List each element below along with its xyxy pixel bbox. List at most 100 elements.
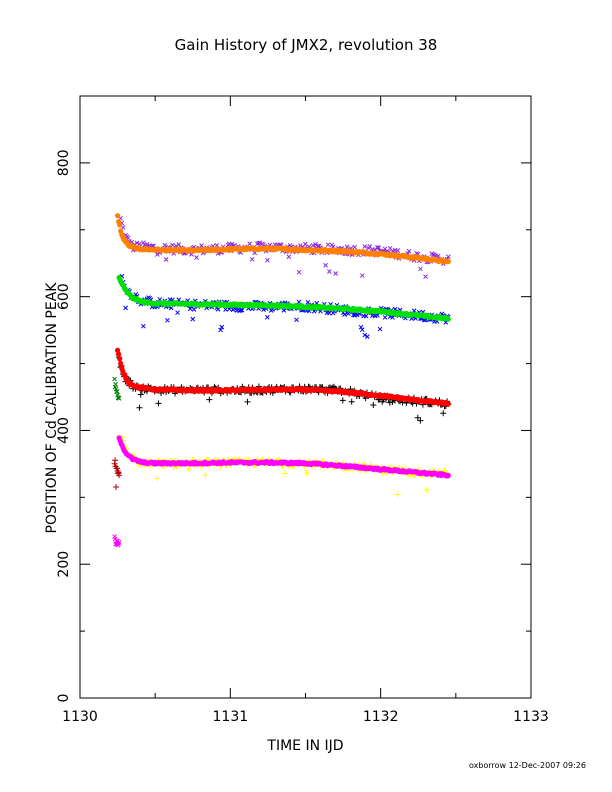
data-point (406, 248, 412, 254)
data-point (352, 244, 358, 250)
data-point (430, 252, 436, 257)
data-point (144, 242, 150, 247)
data-point (265, 257, 270, 263)
data-point (417, 417, 424, 424)
data-point (303, 469, 310, 476)
data-point (219, 324, 225, 330)
x-tick-label: 1133 (513, 709, 549, 725)
data-point (296, 269, 302, 275)
data-point (118, 360, 124, 367)
chart-title: Gain History of JMX2, revolution 38 (174, 36, 438, 54)
series-8 (112, 376, 122, 401)
data-point (249, 256, 255, 262)
data-point (440, 410, 447, 417)
data-point (445, 258, 451, 265)
data-point (238, 307, 244, 313)
data-point (163, 257, 169, 262)
data-point (114, 465, 121, 472)
data-point (333, 271, 339, 276)
data-point (423, 486, 430, 493)
x-axis-label: TIME IN IJD (267, 738, 344, 754)
data-point (223, 307, 228, 312)
data-point (116, 472, 123, 479)
data-point (286, 254, 292, 260)
data-point (394, 491, 401, 498)
data-point (364, 334, 370, 339)
data-point (358, 324, 364, 330)
data-point (134, 240, 140, 246)
data-point (310, 243, 316, 248)
data-point (323, 262, 328, 268)
y-tick-label: 400 (56, 417, 72, 444)
x-tick-label: 1130 (62, 709, 98, 725)
data-point (354, 312, 360, 318)
data-point (194, 255, 199, 260)
y-tick-label: 800 (56, 150, 72, 177)
data-point (256, 240, 261, 246)
data-point (165, 317, 170, 323)
data-point (247, 241, 253, 247)
data-point (359, 273, 365, 278)
data-point (162, 242, 168, 248)
data-point (175, 310, 180, 316)
data-point (112, 457, 119, 464)
data-point (389, 398, 396, 405)
data-point (382, 315, 388, 320)
data-point (218, 327, 223, 333)
data-point (137, 391, 144, 398)
y-tick-label: 0 (56, 694, 72, 703)
data-point (239, 307, 245, 313)
data-point (112, 376, 117, 382)
data-point (117, 222, 123, 228)
data-point (362, 244, 368, 249)
data-point (115, 469, 122, 476)
data-point (155, 400, 162, 407)
data-point (116, 351, 122, 357)
data-point (294, 317, 299, 323)
data-point (114, 388, 120, 394)
data-point (377, 326, 383, 332)
series-1 (114, 213, 451, 265)
x-tick-label: 1131 (213, 709, 249, 725)
data-point (302, 241, 308, 247)
data-point (261, 307, 266, 313)
data-point (375, 245, 380, 250)
data-point (154, 475, 161, 482)
series-5 (114, 347, 451, 407)
data-point (315, 243, 321, 249)
data-point (327, 310, 332, 316)
footer-stamp: oxborrow 12-Dec-2007 09:26 (469, 761, 586, 770)
data-point (116, 539, 122, 545)
data-point (445, 254, 451, 260)
data-point (154, 252, 160, 257)
data-point (348, 398, 355, 405)
data-point (344, 244, 350, 250)
data-point (362, 332, 368, 338)
data-point (229, 241, 235, 247)
series-3 (116, 275, 451, 322)
plot-frame (79, 95, 532, 699)
data-point (141, 240, 146, 246)
data-point (191, 306, 197, 312)
y-tick-label: 600 (56, 283, 72, 310)
data-point (141, 323, 146, 329)
data-point (111, 460, 118, 467)
data-point (325, 242, 331, 248)
y-tick-label: 200 (56, 551, 72, 578)
data-point (418, 266, 423, 272)
data-point (445, 472, 451, 479)
series-9 (111, 457, 123, 490)
data-point (123, 305, 129, 311)
series-10 (112, 534, 122, 548)
data-point (202, 472, 209, 479)
data-point (114, 213, 121, 219)
data-point (187, 306, 193, 312)
data-point (423, 274, 428, 280)
data-point (116, 541, 121, 546)
data-point (244, 398, 251, 405)
data-point (190, 316, 196, 322)
data-point (386, 399, 393, 406)
data-point (445, 316, 451, 322)
data-point (445, 401, 451, 407)
